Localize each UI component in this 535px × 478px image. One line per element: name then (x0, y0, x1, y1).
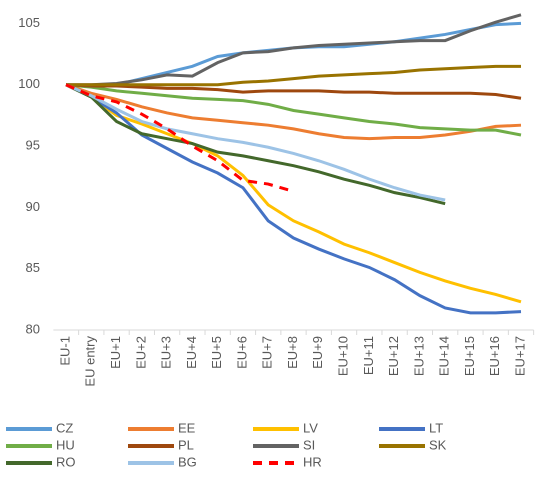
y-tick-label: 90 (26, 199, 40, 214)
legend-label: RO (56, 454, 76, 469)
y-tick-label: 85 (26, 260, 40, 275)
y-tick-label: 100 (18, 76, 40, 91)
legend-label: SI (303, 437, 315, 452)
series-line (66, 64, 521, 87)
y-tick-label: 95 (26, 137, 40, 152)
x-tick-label: EU+2 (133, 336, 148, 369)
x-tick-label: EU+4 (184, 336, 199, 369)
legend-label: HR (303, 454, 322, 469)
series-line (65, 83, 446, 206)
series-line (65, 83, 522, 304)
series-line (65, 83, 446, 202)
x-tick-label: EU+17 (512, 336, 527, 376)
x-tick-label: EU+3 (159, 336, 174, 369)
x-tick-label: EU+5 (209, 336, 224, 369)
legend-label: CZ (56, 420, 73, 435)
x-tick-label: EU+11 (361, 336, 376, 375)
series-line (65, 83, 522, 141)
series-line (65, 83, 522, 100)
series-line (66, 13, 522, 87)
legend-label: EE (178, 420, 196, 435)
legend-label: HU (56, 437, 75, 452)
x-tick-label: EU+14 (437, 336, 452, 376)
legend-label: SK (429, 437, 447, 452)
legend-label: LV (303, 420, 318, 435)
x-tick-label: EU+16 (487, 336, 502, 376)
x-tick-label: EU+15 (462, 336, 477, 376)
x-tick-label: EU entry (83, 336, 98, 387)
x-tick-label: EU+8 (285, 336, 300, 369)
x-tick-label: EU+12 (386, 336, 401, 376)
x-tick-label: EU+6 (234, 336, 249, 369)
x-tick-label: EU+1 (108, 336, 123, 369)
x-tick-label: EU+13 (411, 336, 426, 376)
legend-label: LT (429, 420, 443, 435)
y-tick-label: 105 (18, 15, 40, 30)
x-tick-label: EU+10 (335, 336, 350, 376)
series-line (65, 83, 522, 137)
series-line (65, 83, 294, 193)
series-line (65, 21, 522, 88)
x-tick-label: EU+7 (260, 336, 275, 369)
legend-label: PL (178, 437, 194, 452)
legend-label: BG (178, 454, 197, 469)
x-tick-label: EU+9 (310, 336, 325, 369)
y-tick-label: 80 (26, 321, 40, 336)
x-tick-label: EU-1 (57, 336, 72, 366)
